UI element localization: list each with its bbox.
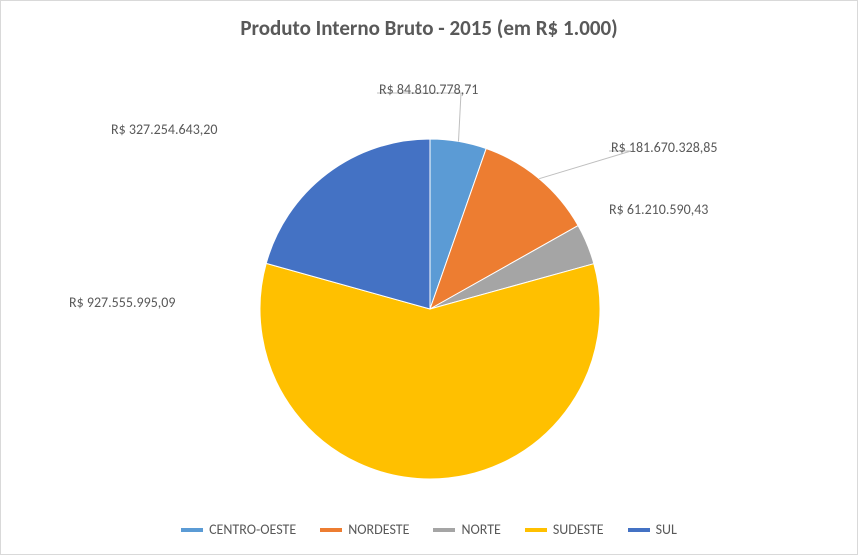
data-label-norte: R$ 61.210.590,43: [609, 201, 708, 218]
plot-area: R$ 84.810.778,71 R$ 181.670.328,85 R$ 61.2…: [1, 61, 857, 499]
chart-frame: Produto Interno Bruto - 2015 (em R$ 1.00…: [0, 0, 858, 555]
data-label-nordeste: R$ 181.670.328,85: [611, 139, 717, 156]
data-label-sudeste: R$ 927.555.995,09: [69, 294, 175, 311]
legend-label: CENTRO-OESTE: [209, 521, 296, 538]
legend: CENTRO-OESTE NORDESTE NORTE SUDESTE SUL: [1, 519, 857, 539]
legend-label: SUDESTE: [553, 521, 604, 538]
legend-swatch: [320, 528, 342, 532]
legend-swatch: [628, 528, 650, 532]
legend-item-centro-oeste: CENTRO-OESTE: [181, 521, 296, 538]
legend-swatch: [433, 528, 455, 532]
legend-item-sudeste: SUDESTE: [525, 521, 604, 538]
legend-swatch: [525, 528, 547, 532]
legend-label: SUL: [656, 521, 677, 538]
legend-item-nordeste: NORDESTE: [320, 521, 409, 538]
leader-line: [377, 93, 461, 141]
data-label-sul: R$ 327.254.643,20: [111, 121, 217, 138]
legend-label: NORTE: [461, 521, 500, 538]
data-label-centro-oeste: R$ 84.810.778,71: [379, 81, 478, 98]
legend-label: NORDESTE: [348, 521, 409, 538]
legend-swatch: [181, 528, 203, 532]
legend-item-sul: SUL: [628, 521, 677, 538]
chart-title: Produto Interno Bruto - 2015 (em R$ 1.00…: [1, 15, 857, 41]
legend-item-norte: NORTE: [433, 521, 500, 538]
